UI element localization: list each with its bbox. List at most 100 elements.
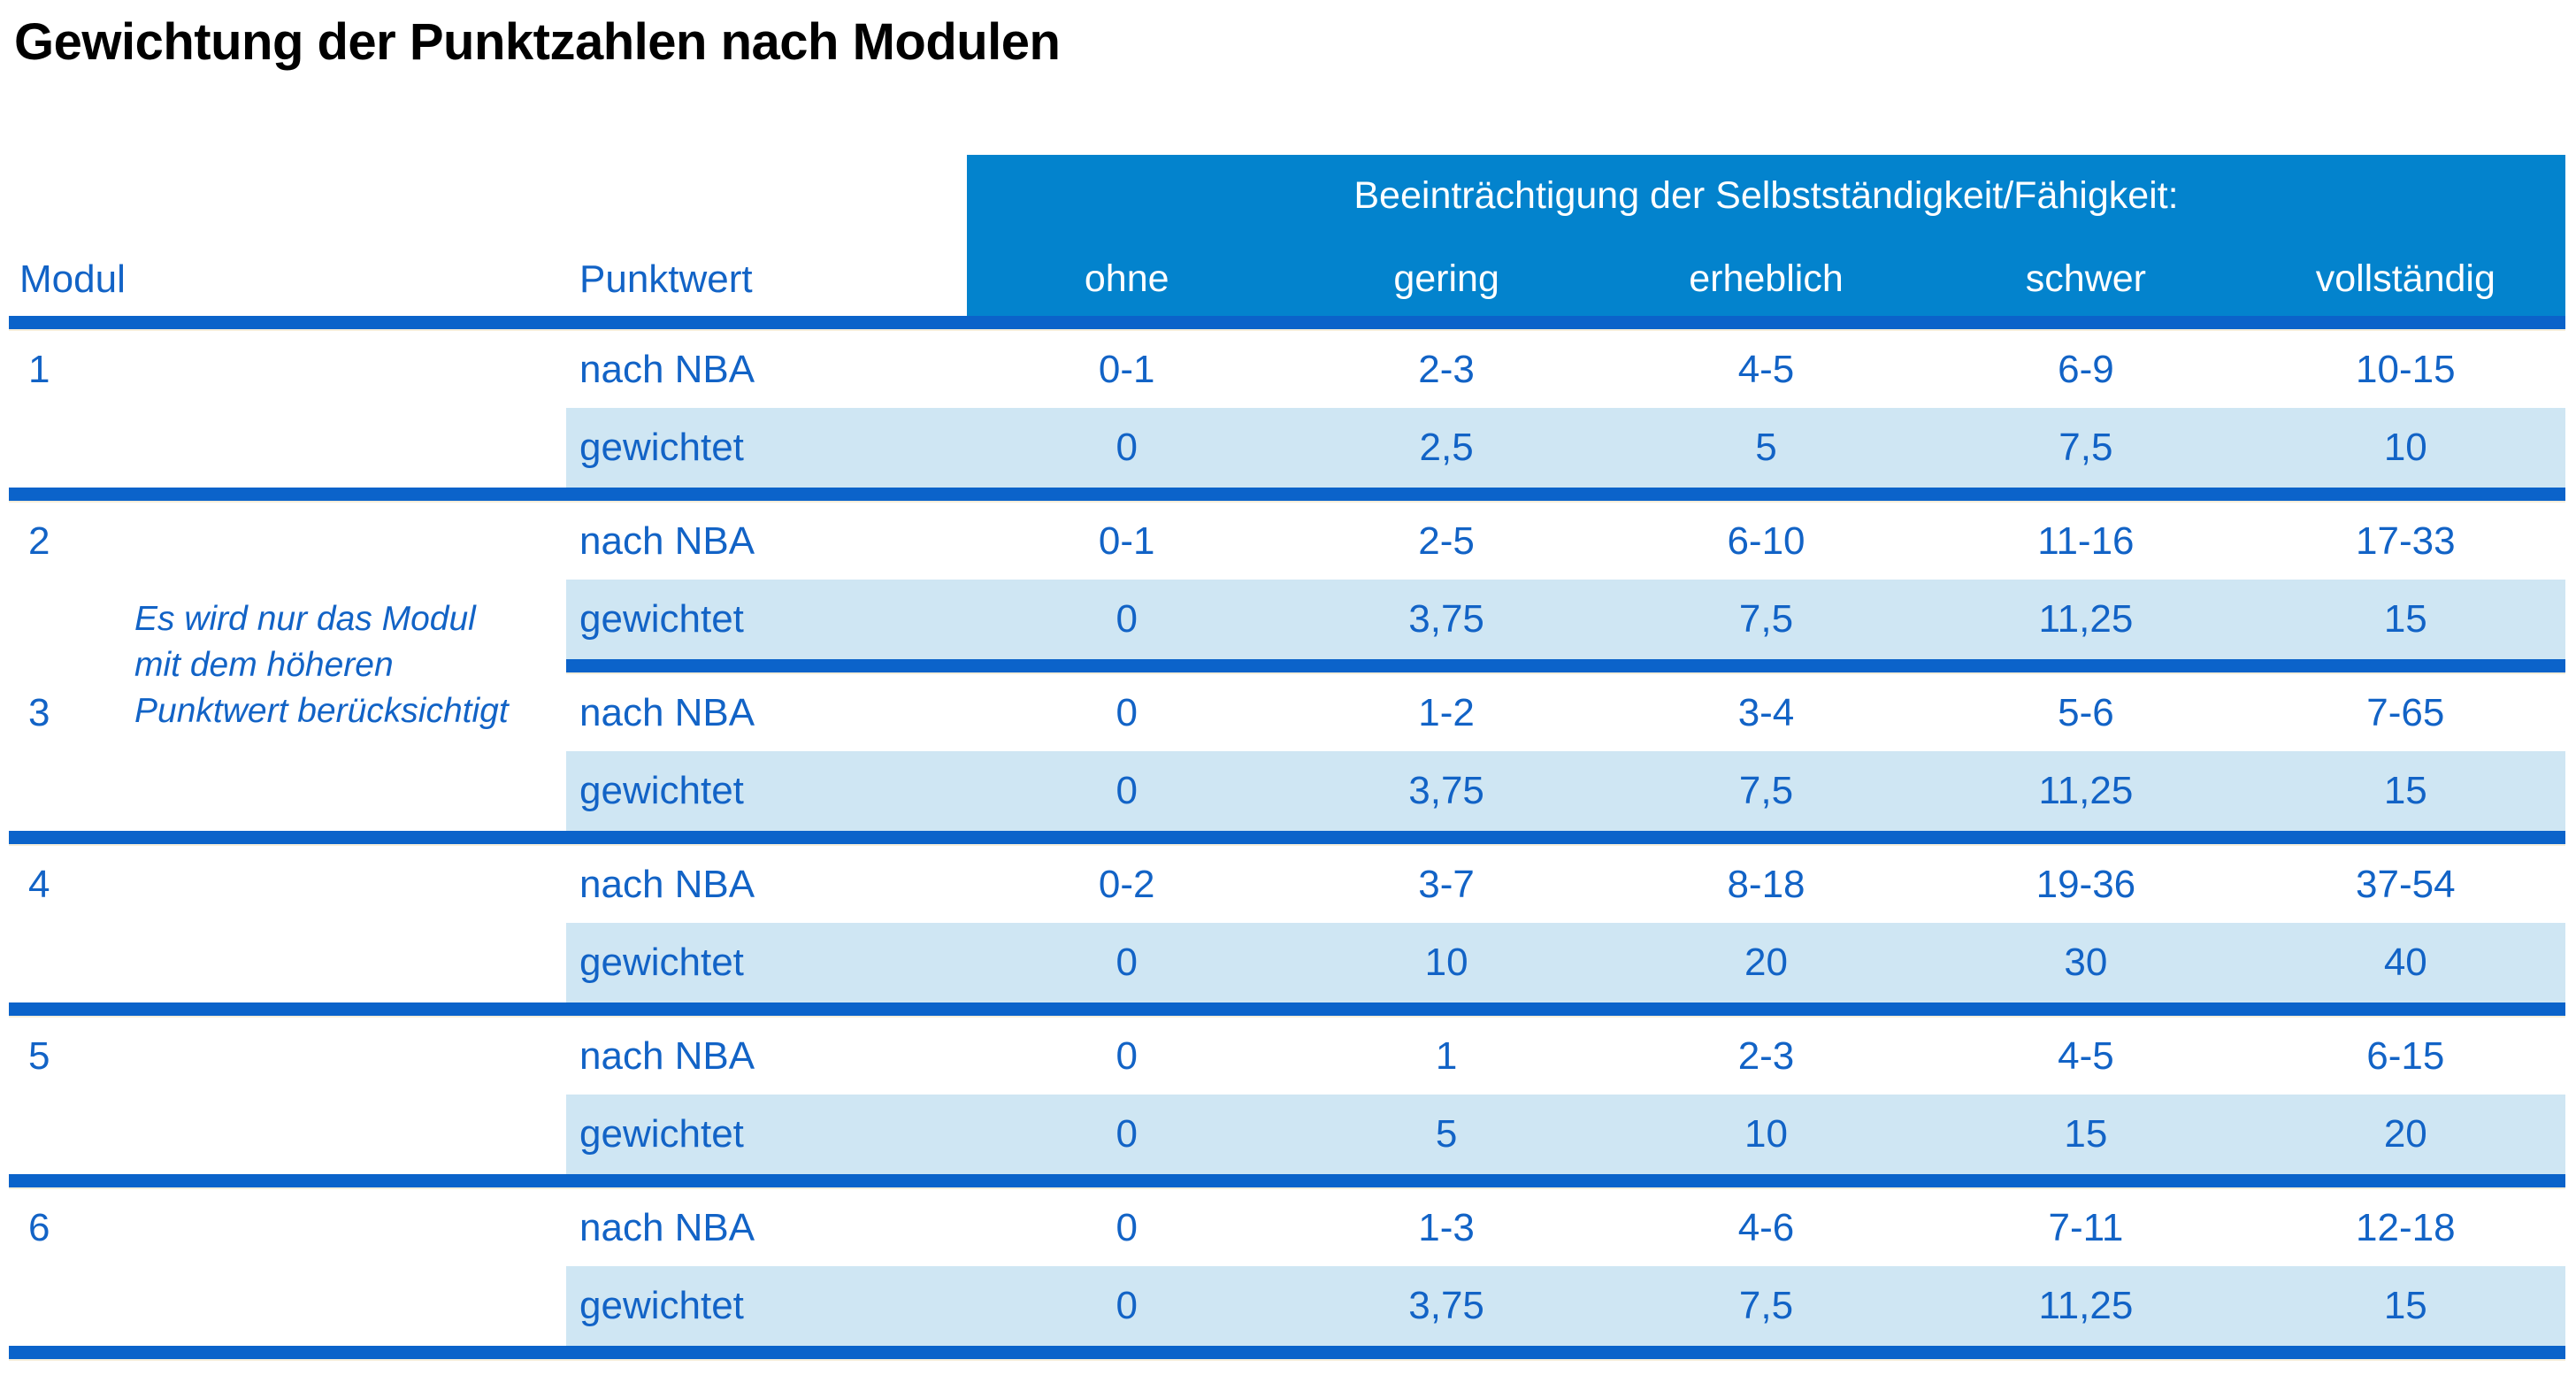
row-label-gewichtet: gewichtet [566,1095,967,1174]
value-cell: 11-16 [2037,519,2135,563]
row-divider [9,488,2565,503]
spacer-cell [9,923,566,1002]
value-cell: 4-5 [2058,1033,2114,1078]
value-cell: 0 [1116,690,1138,734]
impairment-header-band: Beeinträchtigung der Selbstständigkeit/F… [967,155,2565,316]
module-6-nba-row: 6 nach NBA 0 1-3 4-6 7-11 12-18 [9,1189,2565,1266]
module-5-block: 5 nach NBA 0 1 2-3 4-5 6-15 gewichtet 0 … [9,1018,2565,1174]
table-bottom-divider [9,1346,2565,1361]
value-cell: 2-3 [1737,1033,1795,1078]
value-cell: 17-33 [2356,519,2456,563]
value-cell: 37-54 [2356,862,2456,906]
note-line: Es wird nur das Modul [134,600,476,638]
value-cell: 0 [1116,1205,1138,1249]
header-divider [9,316,2565,331]
module-3-nba-row: 3 nach NBA 0 1-2 3-4 5-6 7-65 [9,674,2565,751]
value-cell: 20 [1606,923,1927,1002]
row-label-nach-nba: nach NBA [579,1205,755,1249]
value-cell: 0 [967,923,1287,1002]
module-1-block: 1 nach NBA 0-1 2-3 4-5 6-9 10-15 gewicht… [9,331,2565,488]
spacer-cell [9,408,566,488]
table-header-row: Modul Punktwert Beeinträchtigung der Sel… [9,155,2565,316]
module-4-nba-row: 4 nach NBA 0-2 3-7 8-18 19-36 37-54 [9,846,2565,923]
weighting-table: Modul Punktwert Beeinträchtigung der Sel… [9,155,2565,1361]
value-cell: 3-4 [1737,690,1795,734]
row-label-gewichtet: gewichtet [566,408,967,488]
row-label-nach-nba: nach NBA [579,519,755,563]
severity-header-schwer: schwer [2025,257,2146,300]
module-number: 4 [28,862,50,906]
value-cell: 2-3 [1418,347,1475,391]
column-header-modul: Modul [9,155,566,316]
value-cell: 15 [2245,580,2565,659]
value-cell: 7,5 [1606,1266,1927,1346]
value-cell: 3,75 [1286,580,1606,659]
value-cell: 10 [1286,923,1606,1002]
value-cell: 11,25 [1926,751,2246,831]
value-cell: 7-65 [2366,690,2445,734]
value-cell: 3-7 [1418,862,1475,906]
value-cell: 15 [1926,1095,2246,1174]
value-cell: 1-3 [1418,1205,1475,1249]
value-cell: 12-18 [2356,1205,2456,1249]
value-cell: 1 [1435,1033,1458,1078]
value-cell: 3,75 [1286,751,1606,831]
value-cell: 10-15 [2356,347,2456,391]
severity-header-ohne: ohne [1084,257,1169,300]
note-line: mit dem höheren [134,646,394,684]
value-cell: 2-5 [1418,519,1475,563]
value-cell: 0 [967,580,1287,659]
row-divider [9,1174,2565,1189]
impairment-group-label: Beeinträchtigung der Selbstständigkeit/F… [1353,174,2179,217]
note-line: Punktwert berücksichtigt [134,692,509,730]
spacer-cell [9,751,566,831]
row-divider [9,831,2565,846]
value-cell: 30 [1926,923,2246,1002]
row-label-gewichtet: gewichtet [566,580,967,659]
value-cell: 11,25 [1926,580,2246,659]
module-2-3-note: Es wird nur das Modul mit dem höheren Pu… [134,596,559,734]
row-label-gewichtet: gewichtet [566,1266,967,1346]
row-label-nach-nba: nach NBA [579,347,755,391]
value-cell: 10 [1606,1095,1927,1174]
column-header-punktwert: Punktwert [566,155,967,316]
value-cell: 6-10 [1727,519,1806,563]
row-label-nach-nba: nach NBA [579,690,755,734]
value-cell: 0-1 [1098,519,1155,563]
module-2-nba-row: 2 nach NBA 0-1 2-5 6-10 11-16 17-33 [9,503,2565,580]
value-cell: 1-2 [1418,690,1475,734]
value-cell: 4-6 [1737,1205,1795,1249]
value-cell: 6-15 [2366,1033,2445,1078]
value-cell: 7,5 [1606,580,1927,659]
row-label-nach-nba: nach NBA [579,862,755,906]
value-cell: 8-18 [1727,862,1806,906]
value-cell: 3,75 [1286,1266,1606,1346]
module-6-block: 6 nach NBA 0 1-3 4-6 7-11 12-18 gewichte… [9,1189,2565,1346]
module-1-nba-row: 1 nach NBA 0-1 2-3 4-5 6-9 10-15 [9,331,2565,408]
value-cell: 40 [2245,923,2565,1002]
module-4-block: 4 nach NBA 0-2 3-7 8-18 19-36 37-54 gewi… [9,846,2565,1002]
row-divider-partial [566,659,2565,674]
page-title: Gewichtung der Punktzahlen nach Modulen [14,13,1061,71]
module-6-weighted-row: gewichtet 0 3,75 7,5 11,25 15 [9,1266,2565,1346]
value-cell: 20 [2245,1095,2565,1174]
row-label-nach-nba: nach NBA [579,1033,755,1078]
value-cell: 4-5 [1737,347,1795,391]
value-cell: 0 [1116,1033,1138,1078]
module-2-weighted-row: gewichtet 0 3,75 7,5 11,25 15 [9,580,2565,659]
value-cell: 0 [967,1266,1287,1346]
value-cell: 15 [2245,751,2565,831]
module-5-nba-row: 5 nach NBA 0 1 2-3 4-5 6-15 [9,1018,2565,1095]
module-number: 1 [28,347,50,391]
value-cell: 7-11 [2048,1205,2124,1249]
value-cell: 0 [967,408,1287,488]
module-5-weighted-row: gewichtet 0 5 10 15 20 [9,1095,2565,1174]
severity-header-vollstaendig: vollständig [2315,257,2496,300]
value-cell: 0 [967,751,1287,831]
value-cell: 0 [967,1095,1287,1174]
value-cell: 7,5 [1926,408,2246,488]
value-cell: 0-1 [1098,347,1155,391]
module-4-weighted-row: gewichtet 0 10 20 30 40 [9,923,2565,1002]
value-cell: 19-36 [2036,862,2136,906]
module-number: 6 [28,1205,50,1249]
